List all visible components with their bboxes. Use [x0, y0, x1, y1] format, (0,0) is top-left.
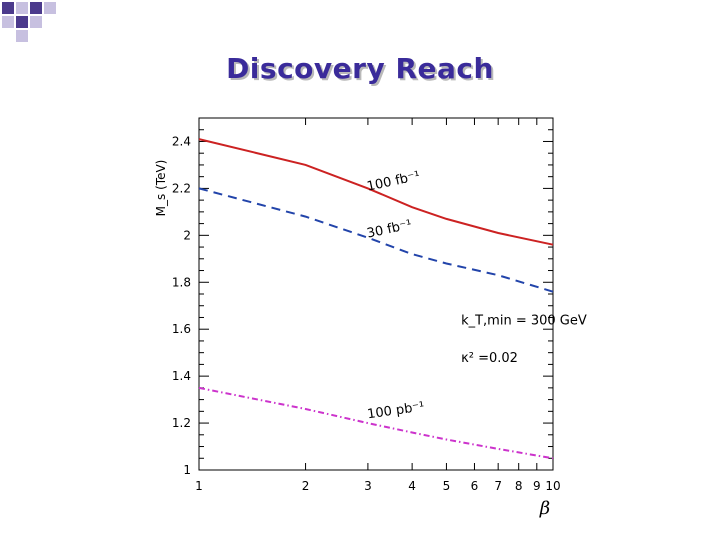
- corner-square: [16, 16, 28, 28]
- corner-square: [2, 2, 14, 14]
- x-tick-label: 9: [533, 479, 541, 493]
- y-tick-label: 2: [183, 228, 191, 242]
- series-line: [198, 187, 554, 293]
- annotation-label_30fb: 30 fb⁻¹: [366, 217, 414, 241]
- x-tick-label: 4: [408, 479, 416, 493]
- y-tick-label: 1: [183, 463, 191, 477]
- corner-square: [30, 16, 42, 28]
- corner-decoration: [0, 0, 60, 50]
- y-tick-label: 2.2: [172, 181, 191, 195]
- annotation-label_100pb: 100 pb⁻¹: [366, 399, 425, 422]
- y-tick-label: 2.4: [172, 134, 191, 148]
- corner-square: [30, 2, 42, 14]
- corner-square: [16, 2, 28, 14]
- x-axis-label: β: [539, 498, 550, 519]
- x-tick-label: 10: [545, 479, 560, 493]
- x-tick-label: 2: [302, 479, 310, 493]
- corner-square: [2, 16, 14, 28]
- x-tick-label: 8: [515, 479, 523, 493]
- y-tick-label: 1.8: [172, 275, 191, 289]
- y-axis-label: M_s (TeV): [154, 160, 168, 217]
- y-tick-label: 1.6: [172, 322, 191, 336]
- corner-square: [44, 2, 56, 14]
- x-tick-label: 3: [364, 479, 372, 493]
- slide-title: Discovery Reach: [226, 52, 494, 85]
- series-line: [198, 386, 554, 460]
- annotation-label_kt: k_T,min = 300 GeV: [461, 314, 587, 329]
- corner-square: [16, 30, 28, 42]
- annotation-label_100fb: 100 fb⁻¹: [366, 169, 422, 195]
- series-line: [198, 138, 554, 246]
- annotation-label_kappa: κ² =0.02: [461, 351, 518, 366]
- x-tick-label: 5: [443, 479, 451, 493]
- y-tick-label: 1.2: [172, 416, 191, 430]
- x-tick-label: 1: [195, 479, 203, 493]
- y-tick-label: 1.4: [172, 369, 191, 383]
- x-tick-label: 7: [494, 479, 502, 493]
- x-tick-label: 6: [471, 479, 479, 493]
